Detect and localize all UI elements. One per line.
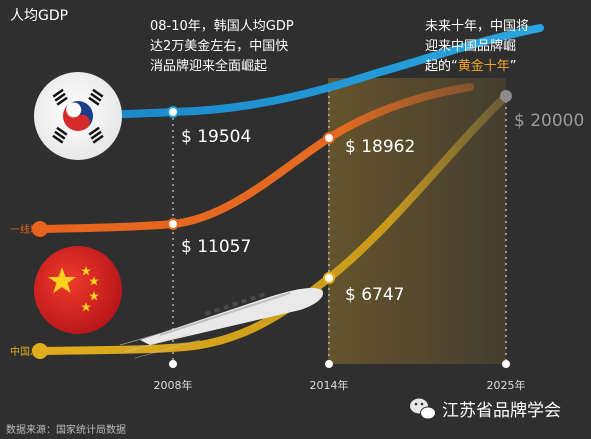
south-korea-flag-icon [34,72,122,160]
future-annotation-line-2: 迎来中国品牌崛 [425,38,516,54]
tier1-line-start-cap [32,221,48,237]
tier1-city-line [36,83,474,233]
watermark-text: 江苏省品牌学会 [442,401,561,421]
korea-annotation-line-2: 达2万美金左右，中国快 [150,38,288,54]
value-label-korea-2008: $ 19504 [181,127,251,147]
value-label-china-2014: $ 6747 [345,285,404,305]
golden-decade-highlight: 黄金十年 [458,58,510,74]
korea-gdp-line [74,24,544,120]
china-flag-icon [34,246,122,334]
series-label-tier1: 一线城市 [10,223,50,236]
value-label-china-2025: $ 20000 [514,111,584,131]
future-annotation-line-3: 起的“黄金十年” [425,58,517,74]
future-annotation-line-1: 未来十年，中国将 [425,19,529,34]
source-note: 数据来源：国家统计局数据 [6,423,126,436]
future-annotation-prefix: 起的“ [425,58,458,74]
axis-dot-2008 [169,360,177,368]
point-tier1-2014 [323,132,335,144]
watermark: 江苏省品牌学会 [410,398,561,421]
axis-dot-2025 [502,360,510,368]
value-label-tier1-2014: $ 18962 [345,137,415,157]
point-korea-2008 [167,106,179,118]
axis-dot-2014 [325,360,333,368]
point-china-2025 [500,90,512,102]
korea-annotation-line-1: 08-10年，韩国人均GDP [150,19,294,34]
wechat-icon [410,398,436,420]
future-annotation-suffix: ” [510,59,517,74]
china-line-start-cap [32,343,48,359]
x-tick-label-2008: 2008年 [154,378,193,392]
korea-annotation: 08-10年，韩国人均GDP 达2万美金左右，中国快 消品牌迎来全面崛起 [150,19,294,74]
bullet-train-icon [119,288,324,359]
chart-title: 人均GDP [10,8,68,24]
value-label-tier1-2008: $ 11057 [181,237,251,257]
x-tick-label-2025: 2025年 [487,378,526,392]
point-tier1-2008 [167,218,179,230]
future-annotation: 未来十年，中国将 迎来中国品牌崛 起的“黄金十年” [425,19,529,74]
x-tick-label-2014: 2014年 [310,378,349,392]
korea-annotation-line-3: 消品牌迎来全面崛起 [150,58,267,74]
series-label-china: 中国总体 [10,345,50,358]
point-china-2014 [323,272,335,284]
